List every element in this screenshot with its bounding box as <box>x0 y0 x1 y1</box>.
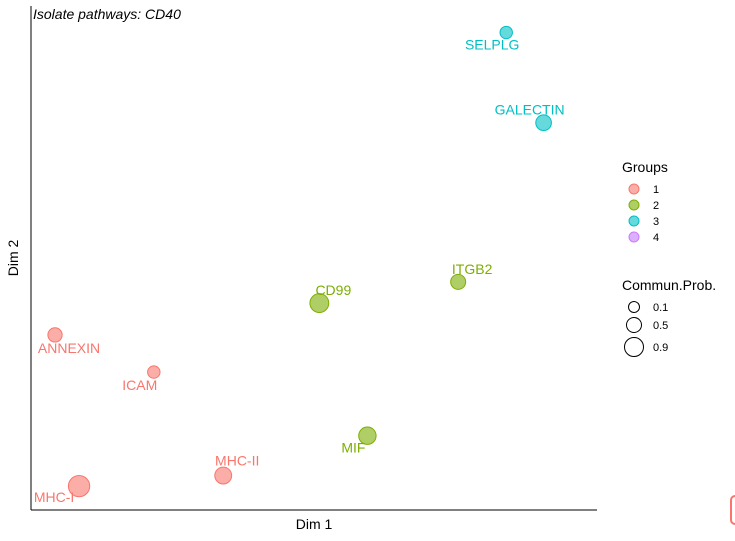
legend-size-swatch-0.9 <box>624 337 644 357</box>
legend-groups-title: Groups <box>622 159 668 175</box>
legend-size-title: Commun.Prob. <box>622 277 716 293</box>
point-label-mhc-ii: MHC-II <box>215 453 259 469</box>
point-label-mhc-i: MHC-I <box>34 489 74 505</box>
legend-group-label-4: 4 <box>653 232 659 244</box>
point-icam <box>147 365 161 379</box>
legend-size-swatch-0.1 <box>628 301 640 313</box>
legend-group-label-1: 1 <box>653 184 659 196</box>
point-mhc-ii <box>214 466 233 485</box>
labels-layer: SELPLG GALECTIN ITGB2 CD99 ANNEXIN ICAM MIF MHC… <box>34 37 565 506</box>
point-label-cd99: CD99 <box>315 282 351 298</box>
legend-size-label-0.1: 0.1 <box>653 302 668 314</box>
y-axis-label: Dim 2 <box>5 240 21 277</box>
legend-size-label-0.9: 0.9 <box>653 342 668 354</box>
legend-group-swatch-2 <box>628 199 640 211</box>
point-label-selplg: SELPLG <box>465 37 519 53</box>
legend-group-label-2: 2 <box>653 200 659 212</box>
point-galectin <box>535 114 552 132</box>
legend-size-swatch-0.5 <box>626 317 642 333</box>
point-label-galectin: GALECTIN <box>495 102 565 118</box>
legend-size: 0.1 0.5 0.9 <box>624 301 668 357</box>
point-mif <box>358 426 377 445</box>
x-axis-label: Dim 1 <box>296 516 333 532</box>
point-annexin <box>47 327 63 343</box>
point-selplg <box>499 25 513 40</box>
point-label-annexin: ANNEXIN <box>38 340 100 356</box>
legend-group-swatch-4 <box>628 231 640 243</box>
legend-group-swatch-1 <box>628 183 640 195</box>
point-mhc-i <box>67 474 91 498</box>
legend-group-label-3: 3 <box>653 216 659 228</box>
chart-title: Isolate pathways: CD40 <box>33 6 181 22</box>
legend-size-label-0.5: 0.5 <box>653 320 668 332</box>
point-itgb2 <box>450 273 467 290</box>
legend-group-swatch-3 <box>628 215 640 227</box>
point-label-mif: MIF <box>341 440 365 456</box>
edge-fragment <box>730 495 735 525</box>
point-cd99 <box>309 293 330 314</box>
points-layer <box>47 25 552 498</box>
point-label-icam: ICAM <box>122 377 157 393</box>
legend-groups: 1 2 3 4 <box>628 183 659 244</box>
point-label-itgb2: ITGB2 <box>452 261 493 277</box>
